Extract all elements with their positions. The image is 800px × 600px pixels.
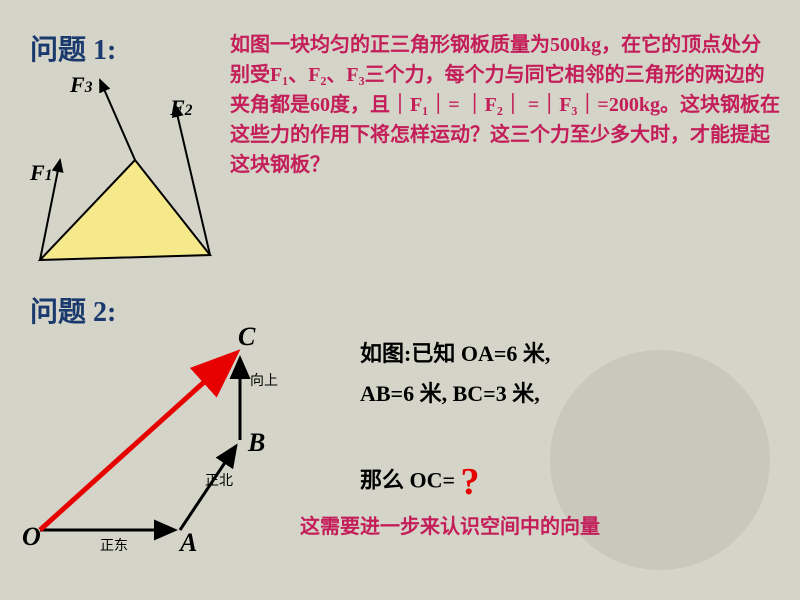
label-o: O bbox=[22, 522, 41, 552]
problem1-text: 如图一块均匀的正三角形钢板质量为500kg，在它的顶点处分别受F₁、F₂、F₃三… bbox=[230, 30, 780, 180]
anno-north: 正北 bbox=[205, 470, 233, 490]
label-a: A bbox=[180, 528, 197, 558]
problem2-footer: 这需要进一步来认识空间中的向量 bbox=[300, 510, 600, 539]
problem2-line3: 那么 OC= ? bbox=[360, 450, 480, 515]
vector-svg bbox=[20, 310, 320, 560]
problem2-line2: AB=6 米, BC=3 米, bbox=[360, 375, 540, 412]
problem1-diagram: F1 F3 F2 bbox=[20, 60, 230, 280]
anno-up: 向上 bbox=[250, 370, 278, 390]
problem2-line1: 如图:已知 OA=6 米, bbox=[360, 335, 550, 372]
label-f2: F2 bbox=[170, 95, 192, 121]
label-f1: F1 bbox=[30, 160, 52, 186]
anno-east: 正东 bbox=[100, 535, 128, 555]
label-c: C bbox=[238, 322, 255, 352]
label-f3: F3 bbox=[70, 72, 92, 98]
problem2-diagram: O A B C 正东 正北 向上 bbox=[20, 310, 320, 560]
label-b: B bbox=[248, 428, 265, 458]
question-mark: ? bbox=[461, 461, 480, 503]
